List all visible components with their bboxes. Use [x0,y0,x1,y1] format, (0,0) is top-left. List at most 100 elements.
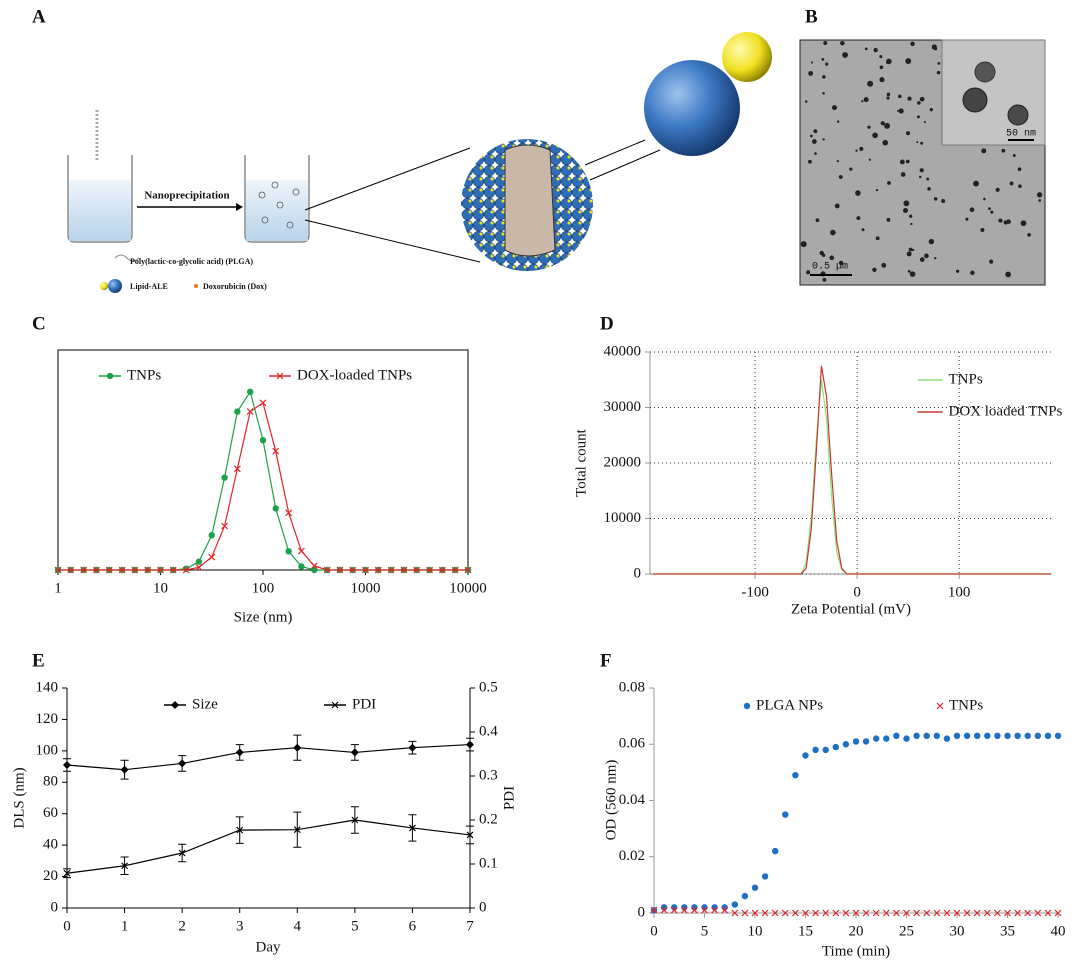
tem-particle [887,181,891,185]
marker [63,761,71,769]
marker [1004,733,1010,739]
tem-particle [927,187,931,191]
tem-particle [861,100,863,102]
y-tick-label: 140 [36,679,59,695]
tem-particle [839,175,843,179]
tem-particle [812,139,817,144]
cutaway [505,145,555,256]
tem-particle [880,66,884,70]
arrow-head [236,203,243,211]
x-tick-label: 10 [748,923,763,939]
y-tick-label: 0 [634,565,642,581]
x-axis-label: Size (nm) [234,609,293,625]
x-tick-label: 20 [849,923,864,939]
marker [954,733,960,739]
marker [1014,733,1020,739]
tem-particle [929,239,934,244]
tem-particle [1013,154,1016,157]
marker [466,741,474,749]
tem-particle [917,115,920,118]
tem-particle [823,41,827,45]
tem-particle [926,178,929,181]
marker [994,733,1000,739]
tem-particle [916,141,918,143]
x-tick-label: 35 [1000,923,1015,939]
panel-a: A Nanoprecipitation Poly(lactic-co-glyco… [32,6,772,293]
ale-ligand [722,32,772,82]
tem-particle [822,92,825,95]
tem-particle [859,147,863,151]
tem-particle [899,108,904,113]
x-tick-label: 1 [121,918,129,934]
tem-particle [1018,167,1022,171]
tem-particle [906,131,910,135]
panel-label: B [805,6,818,27]
tem-particle [876,189,878,191]
tem-particle [917,101,921,105]
tem-particle [903,200,909,206]
marker [924,733,930,739]
tem-particle [934,197,938,201]
x-tick-label: 100 [948,584,971,600]
marker [236,748,244,756]
x-tick-label: 0 [853,584,861,600]
marker [121,766,129,774]
tem-particle [808,160,812,164]
tem-particle [829,256,834,261]
liquid [246,180,308,241]
tem-particle [882,140,888,146]
tem-particle [872,268,876,272]
marker [183,565,189,571]
tem-particle [886,96,889,99]
tem-particle [907,251,912,256]
tem-particle [903,208,908,213]
marker [209,532,215,538]
marker [772,848,778,854]
marker [178,759,186,767]
marker [209,554,215,560]
tem-particle [988,207,991,210]
panel-label: C [32,313,46,334]
legend-marker [744,703,750,709]
marker [260,437,266,443]
legend-text: Lipid-ALE [130,282,168,291]
zoom-line [305,220,480,262]
tem-particle [869,159,871,161]
tem-particle [881,121,885,125]
legend-text: Doxorubicin (Dox) [203,282,267,291]
tem-particle [887,93,891,97]
tem-particle [873,48,877,52]
x-axis-label: Zeta Potential (mV) [791,601,911,617]
y2-tick-label: 0.4 [479,723,498,739]
legend-label: TNPs [127,367,161,383]
legend-marker [937,703,943,709]
tem-particle [1002,149,1006,153]
tem-particle [822,75,826,79]
tem-particle [901,172,906,177]
series-line [67,820,470,873]
tem-particle [805,100,807,102]
x-tick-label: 100 [252,580,275,596]
lipid-icon [108,279,122,293]
x-tick-label: 1 [54,580,62,596]
tem-particle [886,218,890,222]
tem-particle [998,219,1002,223]
y2-axis-label: PDI [501,786,517,810]
marker [812,747,818,753]
marker [293,744,301,752]
legend-label: DOX loaded TNPs [949,403,1063,419]
zoom-line [585,140,645,165]
x-tick-label: 10 [153,580,168,596]
tem-particle [970,207,975,212]
tem-particle [822,278,826,282]
marker [285,548,291,554]
tem-particle [906,160,910,164]
x-tick-label: 7 [466,918,474,934]
tem-particle [835,203,840,208]
tem-particle [941,199,945,203]
tem-particle [864,97,869,102]
y-axis-label: DLS (nm) [11,767,27,828]
y-tick-label: 0 [638,904,646,920]
tem-particle [938,62,941,65]
marker [762,873,768,879]
